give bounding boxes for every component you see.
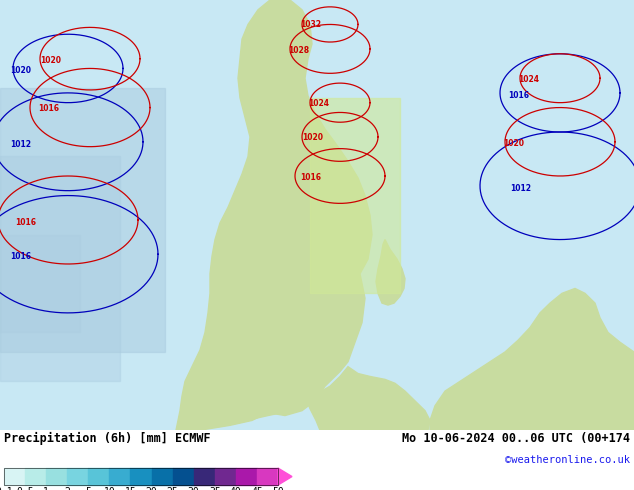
Text: 20: 20 bbox=[146, 487, 157, 490]
Text: 1020: 1020 bbox=[40, 55, 61, 65]
Bar bbox=[4, 468, 25, 485]
Text: Mo 10-06-2024 00..06 UTC (00+174: Mo 10-06-2024 00..06 UTC (00+174 bbox=[402, 432, 630, 445]
Bar bbox=[172, 468, 194, 485]
Bar bbox=[110, 468, 131, 485]
Polygon shape bbox=[176, 367, 430, 430]
Text: 35: 35 bbox=[209, 487, 221, 490]
Text: 45: 45 bbox=[251, 487, 263, 490]
Text: 1016: 1016 bbox=[38, 104, 59, 114]
Text: 2: 2 bbox=[64, 487, 70, 490]
Text: 1020: 1020 bbox=[503, 139, 524, 147]
Text: 10: 10 bbox=[103, 487, 115, 490]
Text: Precipitation (6h) [mm] ECMWF: Precipitation (6h) [mm] ECMWF bbox=[4, 432, 210, 445]
Bar bbox=[88, 468, 110, 485]
Polygon shape bbox=[278, 468, 292, 485]
Bar bbox=[46, 468, 67, 485]
Text: 1024: 1024 bbox=[308, 98, 329, 108]
Polygon shape bbox=[176, 0, 372, 430]
Bar bbox=[4, 468, 278, 485]
Bar bbox=[215, 468, 236, 485]
Text: 0.1: 0.1 bbox=[0, 487, 13, 490]
Text: 1020: 1020 bbox=[10, 66, 31, 75]
Bar bbox=[0, 235, 80, 332]
Text: 1028: 1028 bbox=[288, 46, 309, 55]
Text: 1032: 1032 bbox=[300, 21, 321, 29]
Text: 40: 40 bbox=[230, 487, 242, 490]
Polygon shape bbox=[430, 289, 634, 430]
Text: 1: 1 bbox=[43, 487, 49, 490]
Text: 0.5: 0.5 bbox=[16, 487, 34, 490]
Text: 30: 30 bbox=[188, 487, 200, 490]
Polygon shape bbox=[376, 240, 405, 305]
Text: 25: 25 bbox=[167, 487, 179, 490]
Bar bbox=[194, 468, 215, 485]
Text: 1016: 1016 bbox=[10, 252, 31, 261]
Bar bbox=[25, 468, 46, 485]
Text: 50: 50 bbox=[272, 487, 284, 490]
Bar bbox=[0, 88, 165, 352]
Bar bbox=[152, 468, 172, 485]
Bar bbox=[67, 468, 88, 485]
Bar bbox=[257, 468, 278, 485]
Text: 1016: 1016 bbox=[508, 91, 529, 100]
Bar bbox=[236, 468, 257, 485]
Bar bbox=[310, 98, 400, 294]
Text: 5: 5 bbox=[86, 487, 91, 490]
Text: 15: 15 bbox=[125, 487, 136, 490]
Bar bbox=[0, 156, 120, 381]
Text: 1012: 1012 bbox=[10, 140, 31, 148]
Text: ©weatheronline.co.uk: ©weatheronline.co.uk bbox=[505, 455, 630, 465]
Text: 1024: 1024 bbox=[518, 75, 539, 84]
Text: 1016: 1016 bbox=[300, 173, 321, 182]
Text: 1020: 1020 bbox=[302, 133, 323, 142]
Text: 1016: 1016 bbox=[15, 218, 36, 227]
Text: 1012: 1012 bbox=[510, 184, 531, 193]
Bar bbox=[131, 468, 152, 485]
